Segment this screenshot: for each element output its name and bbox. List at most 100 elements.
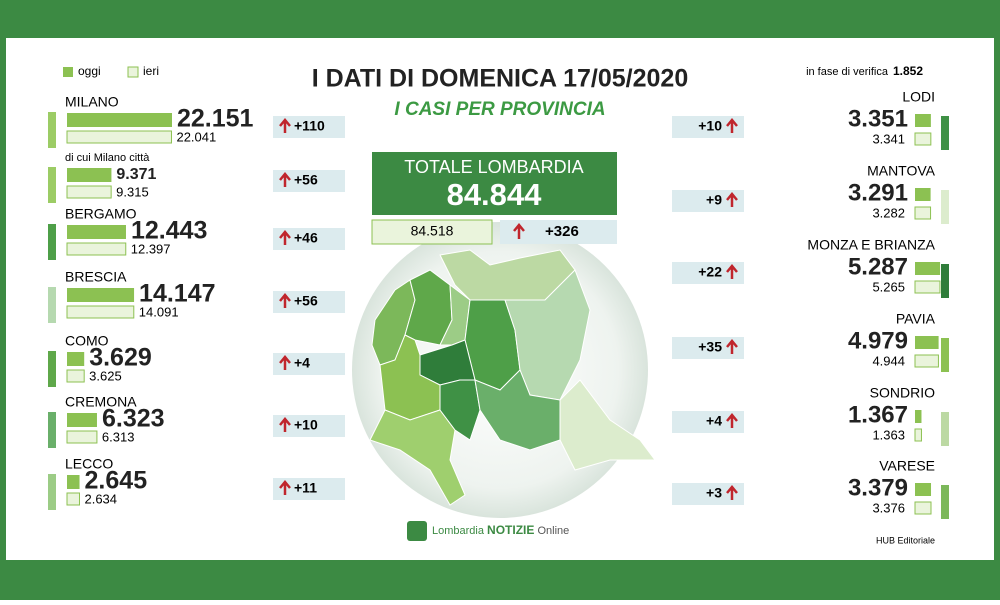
title: I DATI DI DOMENICA 17/05/2020: [312, 65, 689, 93]
delta-arrow: [726, 413, 738, 428]
delta-box: [672, 337, 744, 359]
map-color-strip: [48, 351, 56, 387]
delta-arrow: [279, 480, 291, 495]
bar-today: [67, 225, 126, 239]
total-value: 84.844: [447, 177, 543, 212]
bar-today: [915, 262, 941, 275]
credit: HUB Editoriale: [876, 535, 935, 545]
bar-yesterday: [66, 130, 172, 144]
value-yesterday: 9.315: [116, 184, 149, 199]
bar-yesterday: [914, 501, 932, 515]
bar-today: [915, 188, 931, 201]
logo-suffix: Online: [537, 525, 569, 537]
bar-yesterday: [66, 430, 98, 444]
delta: +110: [294, 118, 325, 134]
value-today: 3.291: [848, 179, 908, 206]
bar-today: [915, 114, 931, 127]
bar-yesterday: [66, 305, 135, 319]
value-yesterday: 3.341: [872, 131, 905, 146]
map-color-strip: [48, 474, 56, 510]
legend-yesterday: ieri: [143, 64, 159, 78]
legend-today: oggi: [78, 64, 101, 78]
province-name: SONDRIO: [870, 385, 935, 401]
delta: +10: [294, 417, 318, 433]
total-box: [372, 152, 617, 215]
map-color-strip: [941, 264, 949, 298]
province-name: BRESCIA: [65, 269, 127, 285]
bar-yesterday: [914, 280, 941, 294]
bar-today: [67, 288, 135, 302]
value-yesterday: 22.041: [176, 129, 216, 144]
value-today: 12.443: [131, 217, 207, 245]
province-name: VARESE: [879, 458, 935, 474]
value-today: 1.367: [848, 401, 908, 428]
delta-arrow: [726, 118, 738, 133]
bar-today: [915, 483, 932, 496]
bar-yesterday: [66, 369, 85, 383]
province-name: CREMONA: [65, 394, 137, 410]
value-today: 4.979: [848, 327, 908, 354]
value-today: 6.323: [102, 405, 165, 433]
total-delta-arrow: [513, 223, 525, 239]
value-yesterday: 6.313: [102, 429, 135, 444]
value-today: 3.629: [89, 344, 152, 372]
delta-box: [273, 291, 345, 313]
logo: Lombardia NOTIZIE Online: [432, 523, 569, 537]
value-today: 22.151: [177, 105, 254, 133]
delta-box: [672, 190, 744, 212]
province-name: MANTOVA: [867, 163, 936, 179]
delta: +35: [698, 339, 722, 355]
delta: +3: [706, 485, 722, 501]
bar-today: [67, 168, 112, 182]
map-pavia: [369, 409, 466, 506]
province-name: PAVIA: [896, 311, 936, 327]
subtitle: I CASI PER PROVINCIA: [394, 99, 605, 120]
map-color-strip: [941, 338, 949, 372]
delta-arrow: [726, 192, 738, 207]
bar-yesterday: [914, 354, 939, 368]
map-mantova: [559, 379, 656, 471]
delta-box: [672, 411, 744, 433]
delta-box: [273, 228, 345, 250]
delta-arrow: [726, 339, 738, 354]
logo-icon: [407, 521, 427, 541]
delta-arrow: [279, 118, 291, 133]
delta: +46: [294, 230, 318, 246]
delta-box: [273, 353, 345, 375]
value-yesterday: 1.363: [872, 427, 905, 442]
delta-box: [273, 415, 345, 437]
map-color-strip: [48, 167, 56, 203]
map-color-strip: [48, 412, 56, 448]
verification-value: 1.852: [893, 64, 923, 78]
delta: +22: [698, 264, 722, 280]
delta: +11: [294, 480, 317, 496]
logo-name: NOTIZIE: [487, 523, 534, 537]
value-yesterday: 5.265: [872, 279, 905, 294]
delta-box: [672, 116, 744, 138]
bar-yesterday: [914, 428, 922, 442]
logo-brand: Lombardia: [432, 525, 485, 537]
value-today: 14.147: [139, 280, 215, 308]
legend-swatch-today: [63, 67, 73, 77]
value-yesterday: 3.625: [89, 368, 122, 383]
map-color-strip: [941, 116, 949, 150]
value-yesterday: 14.091: [139, 304, 179, 319]
value-yesterday: 2.634: [84, 491, 117, 506]
value-today: 5.287: [848, 253, 908, 280]
delta-arrow: [726, 485, 738, 500]
map: [369, 249, 656, 506]
total-label: TOTALE LOMBARDIA: [404, 157, 583, 177]
delta: +9: [706, 192, 722, 208]
delta: +10: [698, 118, 722, 134]
total-delta: +326: [545, 223, 579, 240]
total-yesterday-box: [371, 219, 493, 245]
delta-arrow: [279, 230, 291, 245]
delta-arrow: [279, 172, 291, 187]
delta: +4: [706, 413, 722, 429]
total-yesterday: 84.518: [411, 223, 454, 239]
province-name: BERGAMO: [65, 206, 137, 222]
value-yesterday: 3.376: [872, 500, 905, 515]
verification-label: in fase di verifica: [806, 66, 889, 78]
value-yesterday: 3.282: [872, 205, 905, 220]
